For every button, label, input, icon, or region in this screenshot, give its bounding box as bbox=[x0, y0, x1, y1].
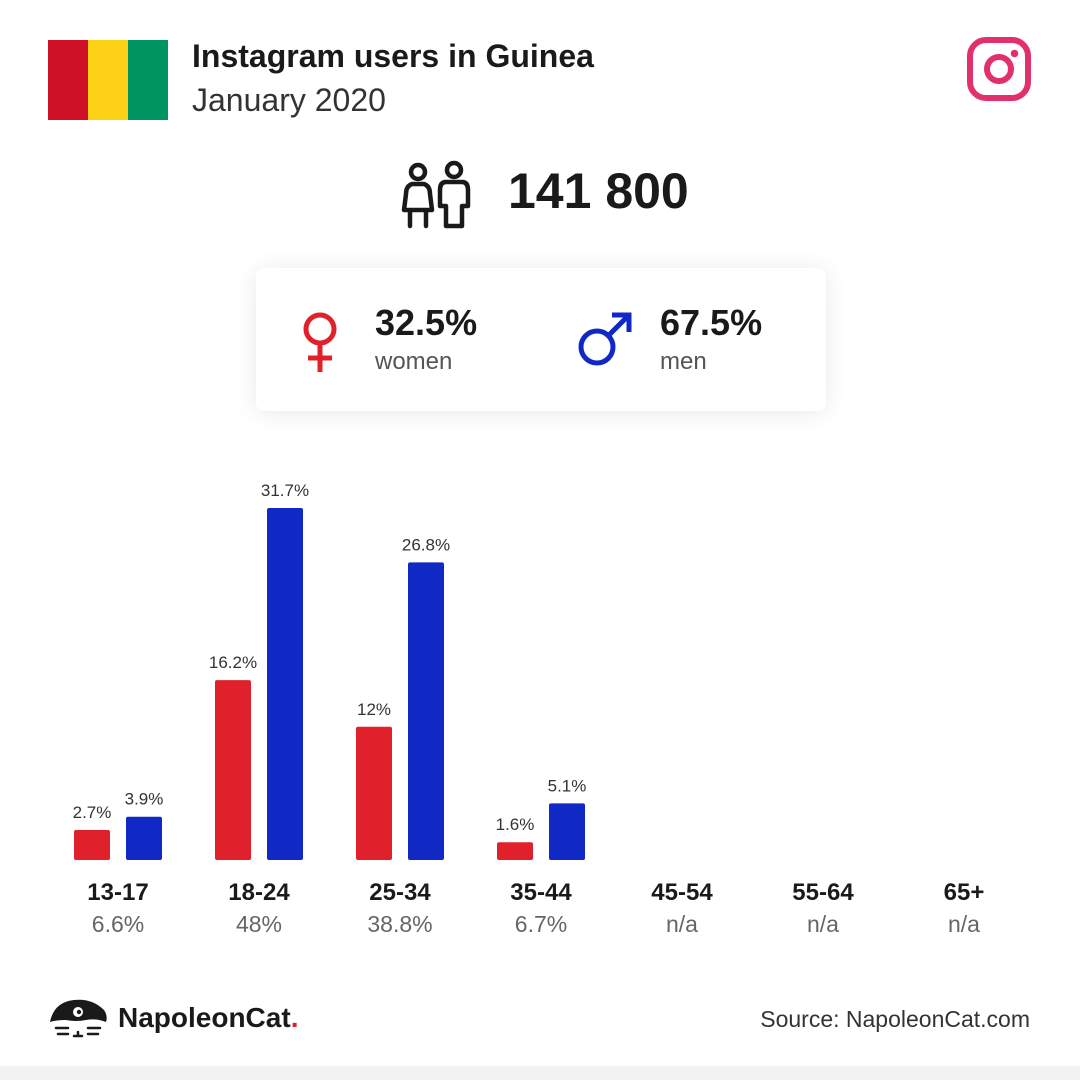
category-label-25-34: 25-34 bbox=[369, 879, 431, 906]
flag-stripe-red bbox=[48, 40, 88, 120]
category-total-18-24: 48% bbox=[236, 911, 282, 937]
men-label: men bbox=[660, 348, 707, 375]
category-label-45-54: 45-54 bbox=[651, 879, 713, 906]
gender-card: 32.5% women 67.5% men bbox=[256, 268, 826, 411]
women-label: women bbox=[375, 348, 453, 375]
bar-35-44-series-0 bbox=[497, 842, 533, 860]
bar-label-18-24-series-0: 16.2% bbox=[209, 653, 257, 672]
bar-18-24-series-0 bbox=[215, 680, 251, 860]
guinea-flag bbox=[48, 40, 168, 120]
bar-13-17-series-0 bbox=[74, 830, 110, 860]
napoleoncat-logo-icon bbox=[50, 999, 107, 1038]
source-text: Source: NapoleonCat.com bbox=[760, 1006, 1030, 1032]
bottom-strip bbox=[0, 1066, 1080, 1080]
bar-label-13-17-series-0: 2.7% bbox=[73, 803, 112, 822]
people-icon bbox=[401, 160, 471, 229]
category-label-65+: 65+ bbox=[944, 879, 985, 906]
bar-label-13-17-series-1: 3.9% bbox=[125, 790, 164, 809]
male-icon bbox=[578, 312, 632, 366]
category-label-35-44: 35-44 bbox=[510, 879, 572, 906]
women-percentage: 32.5% bbox=[375, 302, 478, 343]
bar-label-25-34-series-0: 12% bbox=[357, 700, 391, 719]
category-label-13-17: 13-17 bbox=[87, 879, 148, 906]
age-gender-bar-chart: 2.7% 3.9% 13-17 6.6% 16.2% 31.7% 18-24 48% 12% 26… bbox=[73, 481, 985, 937]
bar-13-17-series-1 bbox=[126, 816, 162, 860]
category-total-13-17: 6.6% bbox=[92, 911, 144, 937]
bar-35-44-series-1 bbox=[549, 803, 585, 860]
total-users: 141 800 bbox=[508, 163, 689, 219]
page-subtitle: January 2020 bbox=[192, 82, 386, 118]
category-total-55-64: n/a bbox=[807, 911, 839, 937]
bar-label-18-24-series-1: 31.7% bbox=[261, 481, 309, 500]
bar-label-35-44-series-0: 1.6% bbox=[496, 815, 535, 834]
category-label-55-64: 55-64 bbox=[792, 879, 854, 906]
category-total-35-44: 6.7% bbox=[515, 911, 567, 937]
page-title: Instagram users in Guinea bbox=[192, 38, 594, 74]
bar-label-25-34-series-1: 26.8% bbox=[402, 535, 450, 554]
flag-stripe-yellow bbox=[88, 40, 128, 120]
instagram-icon bbox=[967, 37, 1031, 101]
bar-label-35-44-series-1: 5.1% bbox=[548, 776, 587, 795]
flag-stripe-green bbox=[128, 40, 168, 120]
brand-name: NapoleonCat. bbox=[118, 1002, 299, 1033]
men-percentage: 67.5% bbox=[660, 302, 763, 343]
bar-25-34-series-0 bbox=[356, 726, 392, 860]
category-label-18-24: 18-24 bbox=[228, 879, 290, 906]
bar-25-34-series-1 bbox=[408, 562, 444, 860]
female-icon bbox=[303, 312, 337, 372]
category-total-25-34: 38.8% bbox=[367, 911, 432, 937]
bar-18-24-series-1 bbox=[267, 508, 303, 860]
category-total-65+: n/a bbox=[948, 911, 980, 937]
category-total-45-54: n/a bbox=[666, 911, 698, 937]
